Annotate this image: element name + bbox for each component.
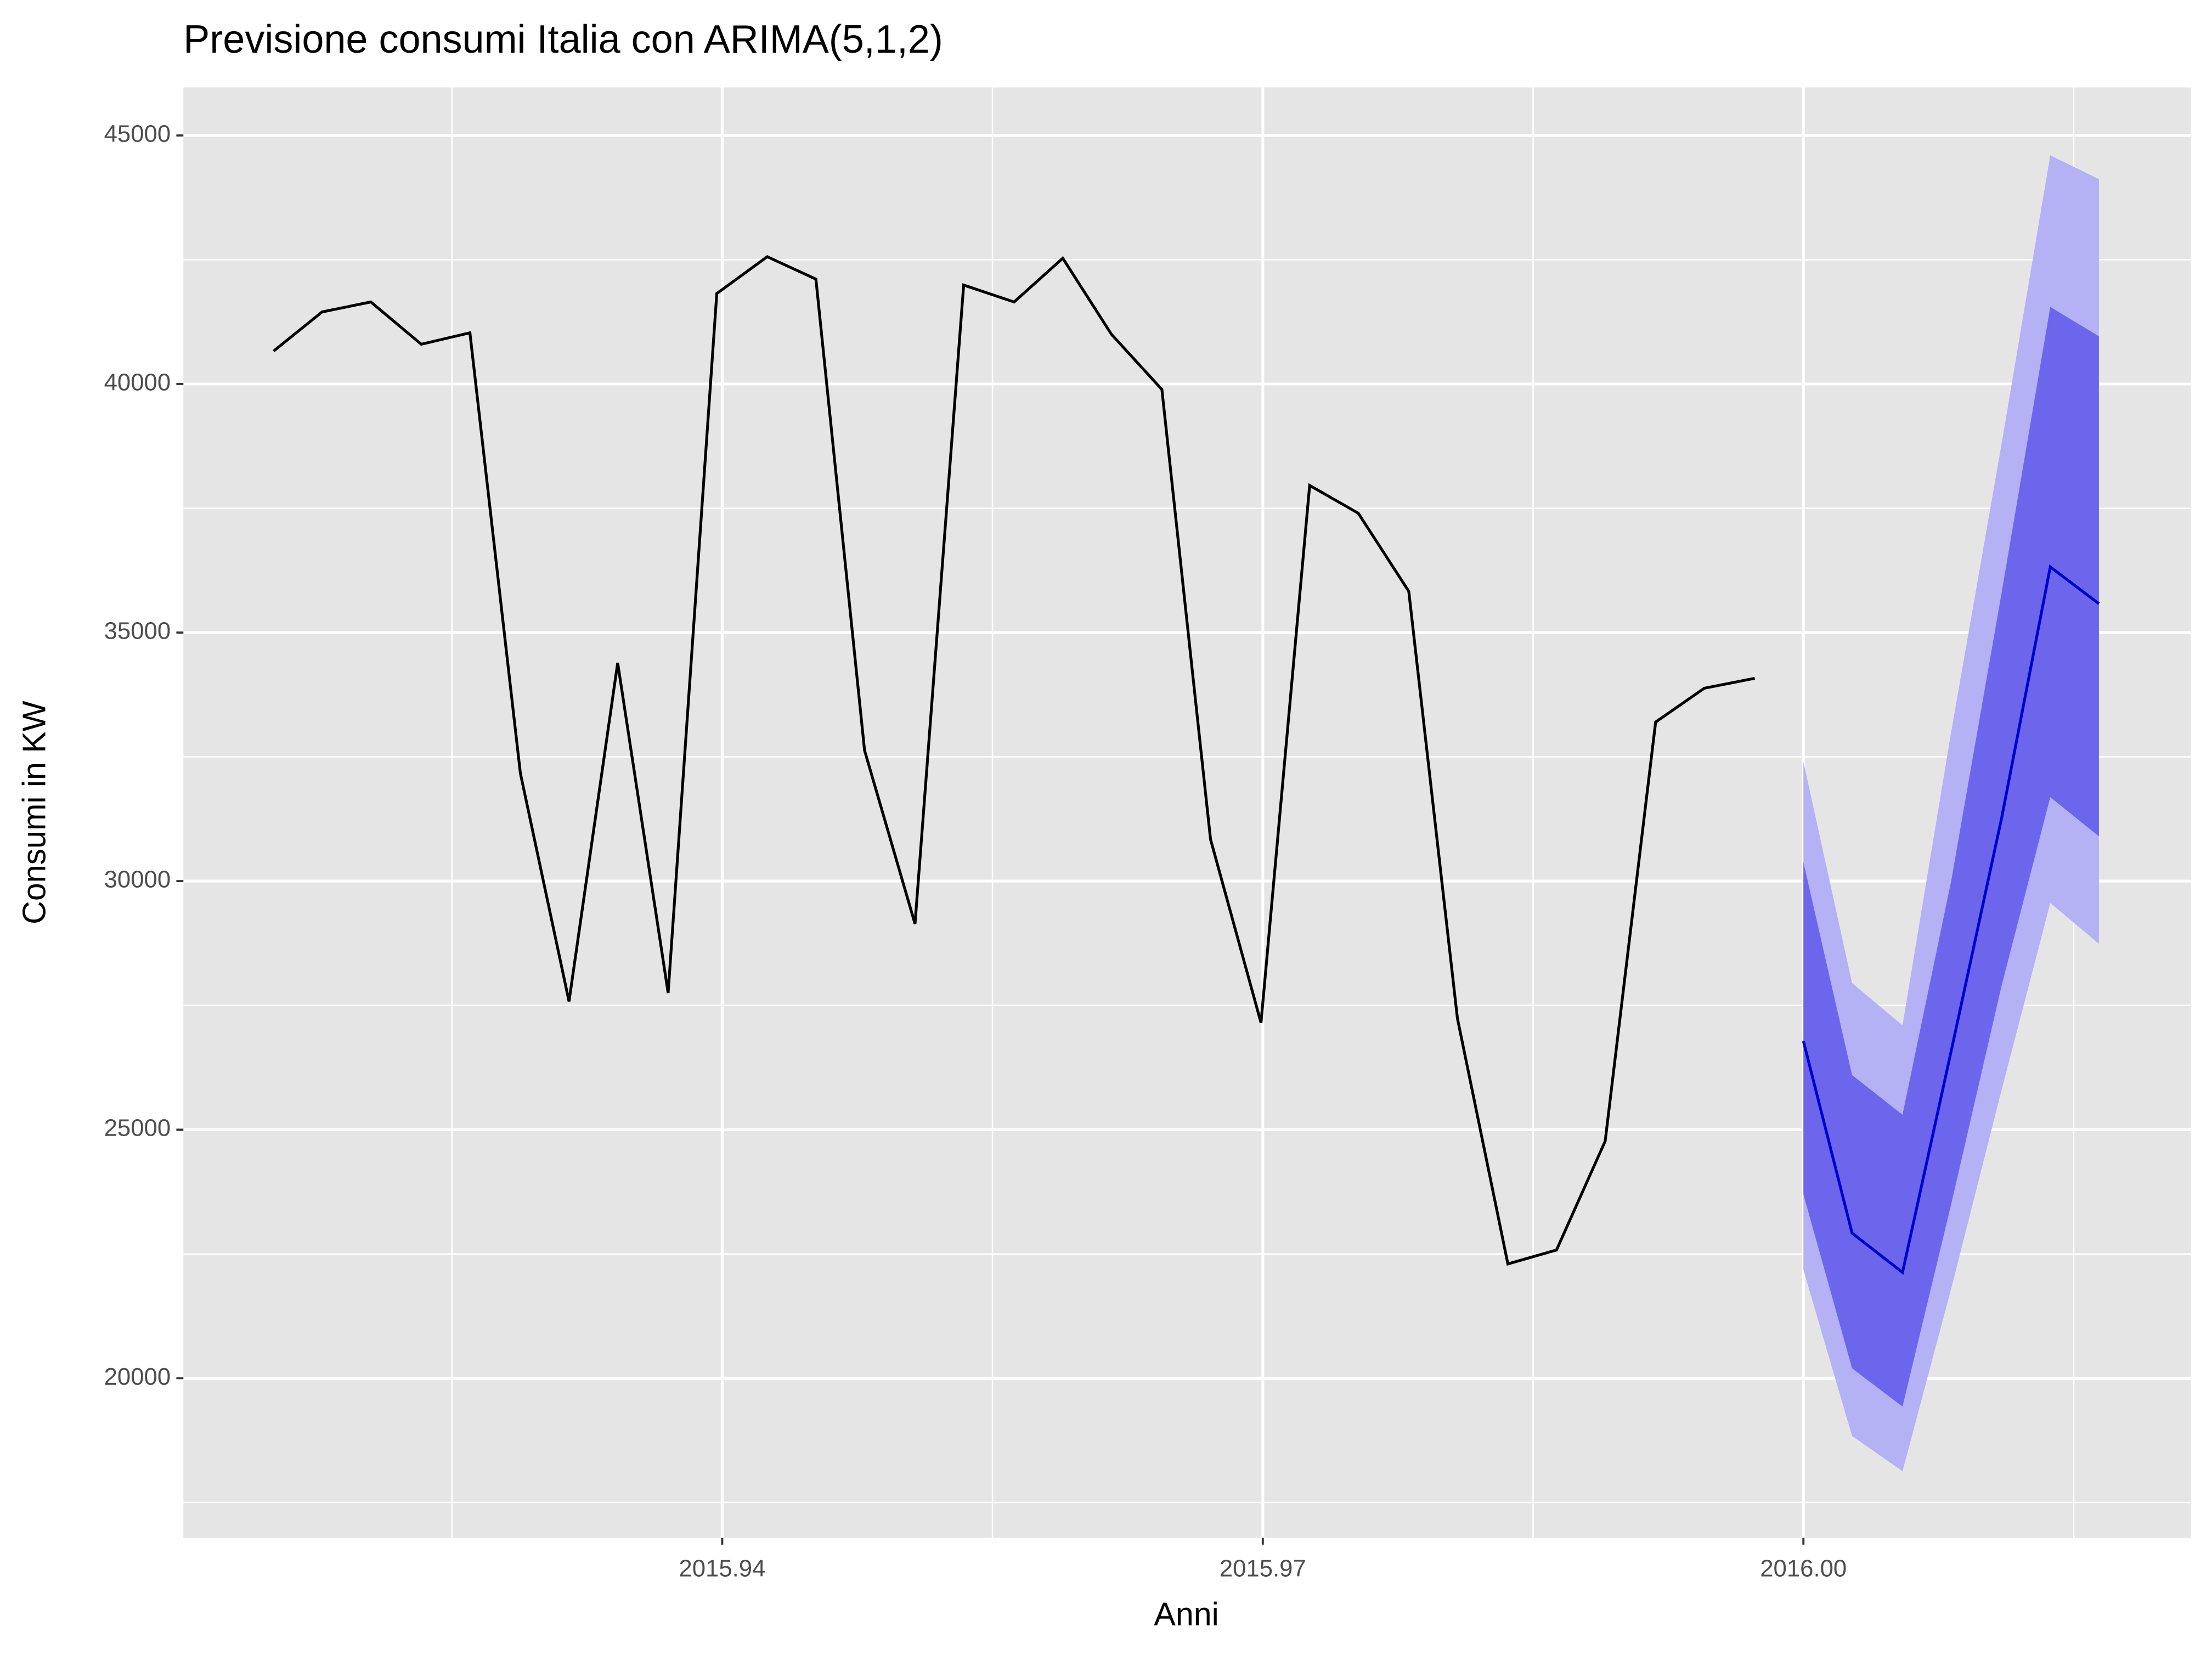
history-line [272,255,1756,1266]
x-tick-label: 2016.00 [1760,1555,1847,1582]
y-tick-label: 20000 [104,1363,171,1390]
y-tick-label: 40000 [104,369,171,396]
x-axis-title: Anni [1154,1595,1218,1632]
chart-title: Previsione consumi Italia con ARIMA(5,1,… [183,18,943,61]
y-tick-label: 35000 [104,618,171,645]
band-80 [1803,307,2099,1407]
y-tick-label: 45000 [104,120,171,147]
y-axis-title: Consumi in KW [15,701,52,924]
forecast-line [1802,564,2100,1275]
x-tick-label: 2015.97 [1220,1555,1306,1582]
y-tick-label: 30000 [104,866,171,893]
y-tick-label: 25000 [104,1115,171,1142]
x-tick-label: 2015.94 [679,1555,765,1582]
